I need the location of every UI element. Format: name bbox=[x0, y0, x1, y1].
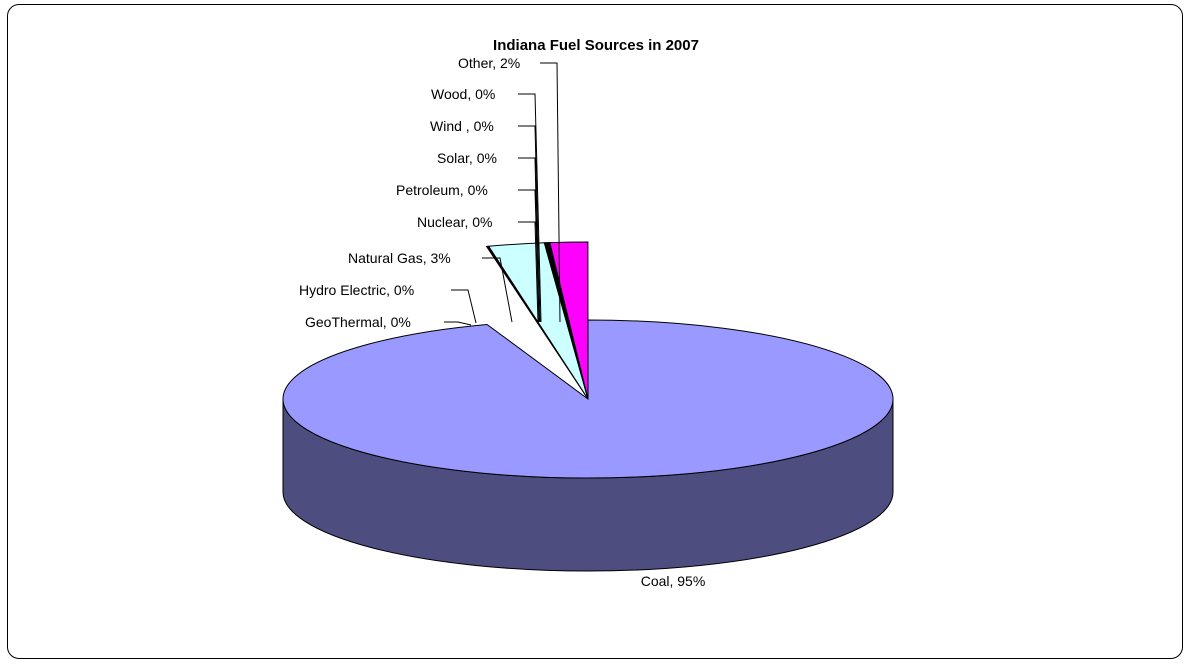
label-petroleum: Petroleum, 0% bbox=[396, 182, 488, 198]
label-wind: Wind , 0% bbox=[430, 118, 494, 134]
label-nuclear: Nuclear, 0% bbox=[417, 214, 492, 230]
chart-title: Indiana Fuel Sources in 2007 bbox=[493, 37, 699, 54]
label-solar: Solar, 0% bbox=[437, 150, 497, 166]
pie-tops bbox=[283, 242, 893, 478]
leader-line-geothermal bbox=[444, 322, 471, 325]
label-other: Other, 2% bbox=[458, 55, 520, 71]
label-natural-gas: Natural Gas, 3% bbox=[348, 250, 451, 266]
label-wood: Wood, 0% bbox=[431, 86, 495, 102]
leader-line-hydro-electric bbox=[451, 290, 476, 323]
label-hydro-electric: Hydro Electric, 0% bbox=[299, 282, 414, 298]
label-geothermal: GeoThermal, 0% bbox=[305, 314, 411, 330]
label-coal: Coal, 95% bbox=[641, 573, 706, 589]
